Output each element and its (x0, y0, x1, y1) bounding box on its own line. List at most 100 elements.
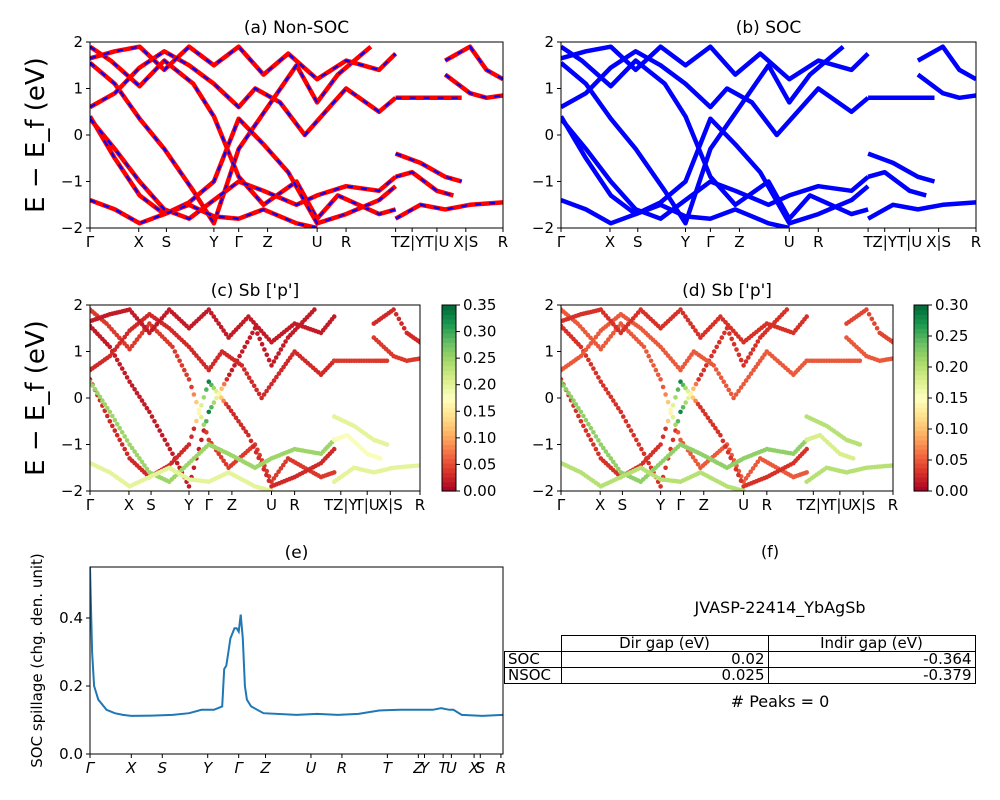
band-point (700, 408, 706, 414)
band-point (196, 407, 202, 412)
band-point (134, 390, 140, 396)
band-point (665, 399, 671, 405)
band-point (690, 324, 696, 330)
band-point (714, 344, 719, 350)
band-point (683, 400, 688, 405)
band-point (399, 321, 404, 326)
band-point (239, 349, 245, 354)
colorbar-segment (442, 323, 456, 329)
colorbar-segment (914, 439, 928, 446)
band-point (784, 307, 790, 312)
band-point (718, 432, 723, 438)
x-tick-label: U (738, 496, 749, 514)
band-point (644, 349, 649, 354)
y-tick-label: 0.4 (59, 609, 83, 627)
band-point (114, 344, 120, 349)
band-point (186, 377, 192, 382)
band-point (401, 326, 407, 331)
x-tick-label: S (162, 233, 172, 251)
y-tick-label: −2 (532, 482, 554, 500)
band-point (651, 363, 656, 368)
band-point (733, 392, 739, 397)
band-point (593, 446, 599, 452)
band-point (259, 395, 264, 401)
band-point (611, 459, 616, 465)
band-point (331, 470, 337, 475)
band-point (750, 347, 756, 352)
band-point (218, 324, 224, 330)
band-point (107, 419, 113, 424)
band-point (152, 419, 157, 424)
band-line (561, 44, 845, 226)
band-point (663, 426, 668, 432)
axes-frame (560, 304, 894, 492)
band-point (331, 314, 337, 319)
band-point (603, 340, 609, 346)
x-tick-label: X (605, 233, 615, 251)
x-tick-label: T|U (896, 233, 922, 251)
band-point (132, 449, 137, 454)
table-row-label: NSOC (504, 667, 562, 684)
band-point (127, 346, 132, 352)
x-tick-label: Z (227, 496, 237, 514)
band-point (199, 437, 204, 443)
band-point (204, 430, 209, 435)
colorbar-segment (442, 477, 456, 483)
x-tick-label: Z|Y (400, 233, 425, 251)
band-point (266, 357, 272, 363)
colorbar-tick-label: 0.25 (935, 327, 968, 345)
band-point (628, 428, 634, 433)
band-point (698, 405, 703, 410)
colorbar-segment (442, 328, 456, 334)
x-tick-label: Y (655, 496, 666, 514)
band-point (127, 442, 132, 447)
x-tick-label: T|U (354, 496, 380, 514)
band-point (736, 388, 741, 394)
band-point (110, 350, 115, 356)
band-point (874, 326, 880, 331)
band-point (417, 356, 420, 361)
x-tick-label: R (496, 759, 506, 777)
band-point (170, 344, 175, 350)
y-tick-label: 2 (73, 33, 83, 51)
band-point (273, 472, 279, 478)
band-point (608, 394, 614, 400)
band-point (639, 446, 644, 452)
band-point (728, 455, 733, 461)
band-point (218, 455, 224, 460)
band-point (686, 395, 691, 401)
band-point (698, 372, 704, 378)
band-point (147, 409, 152, 415)
band-point (663, 465, 668, 471)
x-tick-label: Z (734, 233, 744, 251)
band-point (186, 442, 192, 447)
band-point (588, 437, 594, 443)
band-point (621, 414, 626, 419)
band-point (194, 418, 199, 424)
band-point (683, 314, 688, 319)
band-point (241, 425, 246, 431)
band-point (154, 423, 160, 429)
y-tick-label: −1 (61, 173, 83, 191)
colorbar-segment (442, 444, 456, 450)
band-point (134, 337, 140, 342)
band-point (857, 442, 863, 447)
colorbar-tick-label: 0.10 (463, 429, 496, 447)
colorbar-segment (442, 467, 456, 473)
band-line (867, 200, 976, 221)
band-point (92, 387, 98, 392)
band-point (129, 445, 135, 451)
band-point (631, 432, 636, 438)
band-point (715, 429, 721, 435)
band-point (170, 451, 175, 457)
colorbar-tick-label: 0.30 (935, 296, 968, 314)
band-point (264, 352, 270, 358)
colorbar-segment (442, 356, 456, 362)
colorbar-segment (914, 351, 928, 357)
band-point (137, 456, 142, 461)
x-tick-label: Γ (706, 233, 715, 251)
band-point (224, 377, 230, 382)
colorbar-segment (442, 449, 456, 455)
band-point (719, 335, 725, 340)
band-point (648, 358, 654, 364)
